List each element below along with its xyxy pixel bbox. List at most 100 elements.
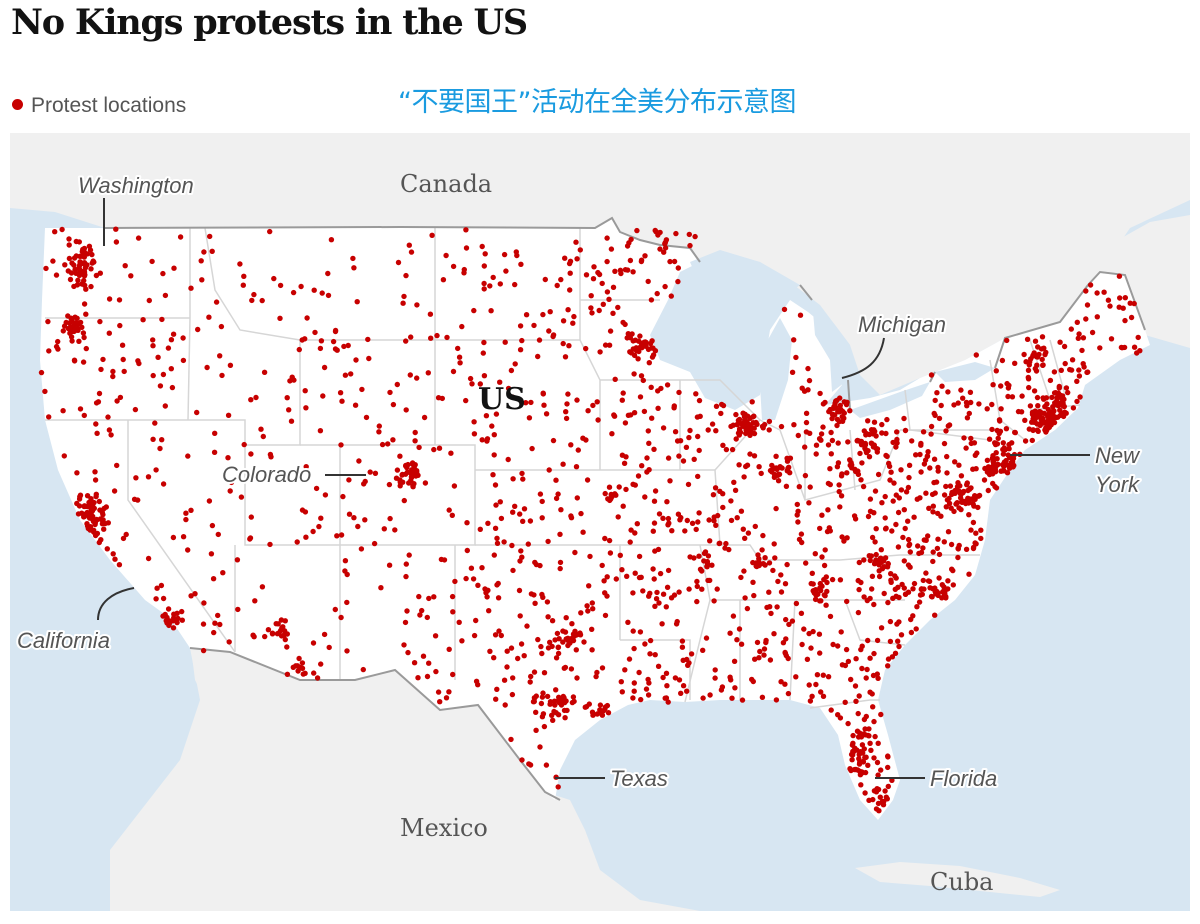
protest-dot <box>117 322 123 329</box>
protest-dot <box>401 293 407 300</box>
protest-dot <box>972 496 978 502</box>
protest-dot <box>568 666 575 672</box>
protest-dot <box>334 533 340 539</box>
protest-dot <box>87 511 94 517</box>
new-york-label-line1: New <box>1095 443 1141 468</box>
protest-dot <box>911 514 917 520</box>
protest-dot <box>215 612 221 619</box>
protest-dot <box>924 453 931 459</box>
protest-dot <box>145 474 152 480</box>
protest-dot <box>1000 451 1007 457</box>
protest-dot <box>932 490 938 496</box>
protest-dot <box>1135 334 1141 341</box>
protest-dot <box>122 263 128 269</box>
protest-dot <box>817 525 823 532</box>
protest-dot <box>920 545 926 551</box>
protest-dot <box>470 576 477 582</box>
protest-dot <box>277 315 283 321</box>
protest-dot <box>918 440 924 447</box>
protest-dot <box>583 272 590 278</box>
protest-dot <box>100 356 106 363</box>
protest-dot <box>562 629 569 635</box>
protest-dot <box>277 282 284 289</box>
protest-dot <box>573 647 579 653</box>
protest-dot <box>527 679 533 685</box>
protest-dot <box>168 366 174 372</box>
protest-dot <box>353 357 359 363</box>
protest-dot <box>414 375 420 381</box>
protest-dot <box>135 497 141 503</box>
protest-dot <box>986 436 993 442</box>
protest-dot <box>926 505 932 511</box>
protest-dot <box>905 484 912 491</box>
protest-dot <box>981 477 988 483</box>
protest-dot <box>619 567 625 573</box>
protest-dot <box>762 555 768 561</box>
protest-dot <box>543 411 550 417</box>
protest-dot <box>497 499 503 505</box>
protest-dot <box>767 604 773 610</box>
protest-dot <box>625 412 632 418</box>
protest-dot <box>898 487 905 493</box>
protest-dot <box>527 518 534 524</box>
protest-dot <box>537 744 543 750</box>
protest-dot <box>547 309 553 315</box>
protest-dot <box>695 473 701 480</box>
texas-label: Texas <box>610 766 668 791</box>
protest-dot <box>921 586 927 592</box>
protest-dot <box>517 613 523 619</box>
protest-dot <box>886 460 892 467</box>
protest-dot <box>828 707 834 713</box>
protest-dot <box>1001 463 1007 469</box>
protest-dot <box>540 311 546 318</box>
protest-dot <box>215 531 221 538</box>
protest-dot <box>713 522 719 528</box>
protest-dot <box>566 343 572 349</box>
protest-dot <box>647 651 653 657</box>
protest-dot <box>612 376 618 382</box>
protest-dot <box>153 467 159 473</box>
protest-dot <box>668 595 675 601</box>
protest-dot <box>1006 446 1012 452</box>
protest-dot <box>531 592 537 598</box>
protest-dot <box>639 463 645 469</box>
protest-dot <box>802 472 809 479</box>
protest-dot <box>827 466 833 472</box>
protest-dot <box>862 445 868 451</box>
protest-dot <box>662 245 669 251</box>
protest-dot <box>1005 393 1011 400</box>
protest-dot <box>793 600 800 607</box>
protest-dot <box>845 658 852 665</box>
protest-dot <box>759 547 765 553</box>
mexico-land <box>110 648 700 911</box>
protest-dot <box>665 455 672 461</box>
protest-dot <box>94 430 100 436</box>
protest-dot <box>550 717 556 723</box>
legend: Protest locations <box>12 94 186 118</box>
protest-dot <box>1084 302 1091 308</box>
protest-dot <box>1080 335 1087 341</box>
protest-dot <box>623 454 629 460</box>
protest-dot <box>598 710 605 717</box>
protest-dot <box>422 480 429 486</box>
protest-dot <box>68 334 75 340</box>
protest-dot <box>494 535 500 541</box>
protest-dot <box>211 449 218 455</box>
protest-dot <box>1084 369 1090 376</box>
protest-dot <box>719 684 726 690</box>
protest-dot <box>95 399 102 405</box>
protest-dot <box>468 565 475 571</box>
protest-dot <box>810 628 816 635</box>
protest-dot <box>946 422 953 428</box>
protest-dot <box>344 648 350 654</box>
protest-dot <box>908 629 915 636</box>
protest-dot <box>820 672 826 678</box>
protest-dot <box>120 356 126 363</box>
protest-dot <box>574 495 580 501</box>
protest-dot <box>464 547 470 554</box>
protest-dot <box>426 595 432 602</box>
protest-dot <box>796 484 802 490</box>
protest-dot <box>510 675 516 681</box>
protest-dot <box>1116 304 1122 310</box>
protest-dot <box>990 382 996 388</box>
